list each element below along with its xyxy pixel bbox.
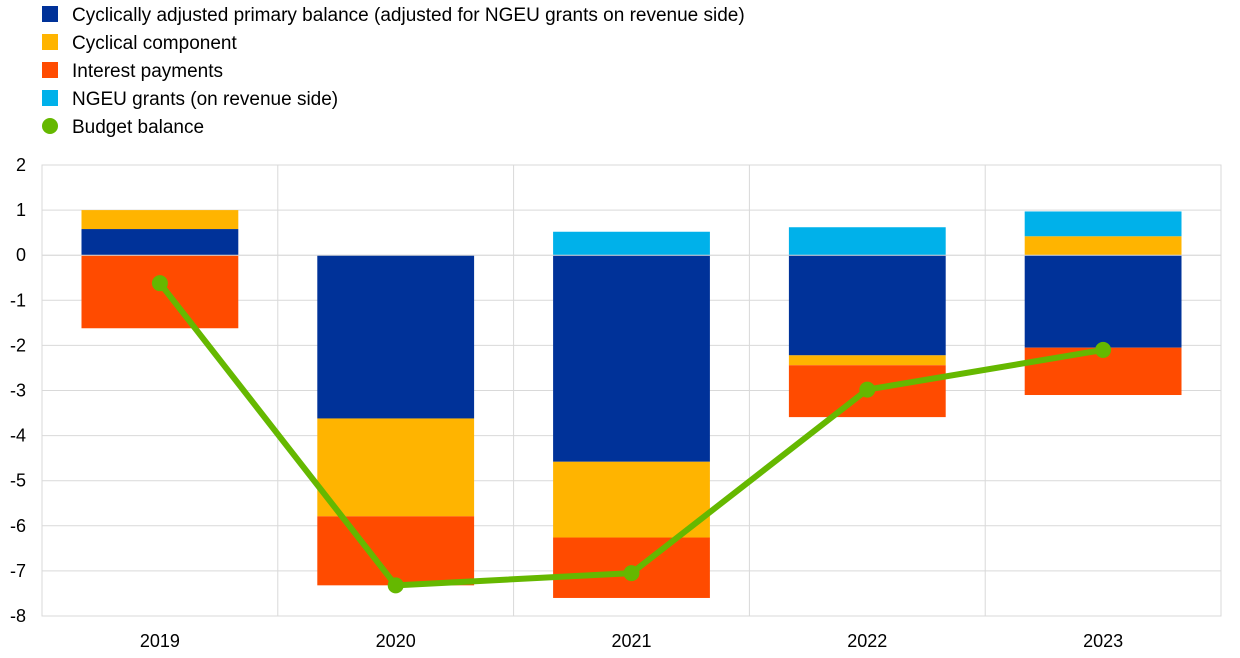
y-tick-label: -4 bbox=[10, 426, 26, 446]
chart-legend: Cyclically adjusted primary balance (adj… bbox=[42, 5, 745, 138]
budget-balance-point-2023 bbox=[1095, 341, 1112, 358]
bar-2020-series-1 bbox=[317, 418, 475, 517]
budget-balance-point-2020 bbox=[387, 577, 404, 594]
bar-2023-series-3 bbox=[1024, 211, 1182, 237]
x-tick-label-2021: 2021 bbox=[611, 631, 651, 651]
bar-2019-series-1 bbox=[81, 210, 239, 230]
y-tick-label: -2 bbox=[10, 335, 26, 355]
x-tick-label-2019: 2019 bbox=[140, 631, 180, 651]
bar-2023-series-0 bbox=[1024, 255, 1182, 348]
bar-2021-series-0 bbox=[553, 255, 710, 462]
bar-2021-series-3 bbox=[553, 231, 710, 256]
bar-2021-series-1 bbox=[553, 461, 710, 538]
legend-label-3: NGEU grants (on revenue side) bbox=[72, 89, 338, 110]
y-tick-label: -6 bbox=[10, 516, 26, 536]
legend-label-2: Interest payments bbox=[72, 61, 223, 82]
bar-2023-series-1 bbox=[1024, 236, 1182, 256]
y-tick-label: -3 bbox=[10, 381, 26, 401]
y-tick-label: -1 bbox=[10, 290, 26, 310]
legend-marker-budget-balance bbox=[42, 118, 58, 134]
y-tick-label: 0 bbox=[16, 245, 26, 265]
x-tick-label-2020: 2020 bbox=[376, 631, 416, 651]
bar-2020-series-2 bbox=[317, 516, 475, 586]
plot-area: 2 1 0 -1 -2 -3 -4 -5 -6 -7 -8 2019 2020 2021 2022 2023 bbox=[10, 155, 1222, 651]
line-series bbox=[151, 275, 1112, 594]
y-tick-label: -8 bbox=[10, 606, 26, 626]
bar-2022-series-3 bbox=[788, 227, 946, 256]
bar-2020-series-0 bbox=[317, 255, 475, 419]
budget-balance-point-2019 bbox=[151, 275, 168, 292]
bar-2022-series-1 bbox=[788, 355, 946, 366]
x-axis-tick-labels: 2019 2020 2021 2022 2023 bbox=[140, 631, 1123, 651]
bar-2019-series-0 bbox=[81, 229, 239, 256]
bar-2022-series-0 bbox=[788, 255, 946, 356]
y-tick-label: -7 bbox=[10, 561, 26, 581]
bar-2019-series-2 bbox=[81, 255, 239, 329]
legend-swatch-3 bbox=[42, 90, 58, 106]
gridlines bbox=[42, 164, 1221, 617]
legend-swatch-0 bbox=[42, 6, 58, 22]
legend-swatch-1 bbox=[42, 34, 58, 50]
legend-label-0: Cyclically adjusted primary balance (adj… bbox=[72, 5, 745, 26]
budget-balance-point-2021 bbox=[623, 565, 640, 582]
y-tick-label: 1 bbox=[16, 200, 26, 220]
y-tick-label: 2 bbox=[16, 155, 26, 175]
y-axis-tick-labels: 2 1 0 -1 -2 -3 -4 -5 -6 -7 -8 bbox=[10, 155, 26, 626]
budget-balance-point-2022 bbox=[859, 381, 876, 398]
x-tick-label-2022: 2022 bbox=[847, 631, 887, 651]
y-tick-label: -5 bbox=[10, 471, 26, 491]
legend-label-1: Cyclical component bbox=[72, 33, 237, 54]
legend-swatch-2 bbox=[42, 62, 58, 78]
x-tick-label-2023: 2023 bbox=[1083, 631, 1123, 651]
legend-label-4: Budget balance bbox=[72, 117, 204, 138]
bar-series bbox=[81, 210, 1182, 598]
